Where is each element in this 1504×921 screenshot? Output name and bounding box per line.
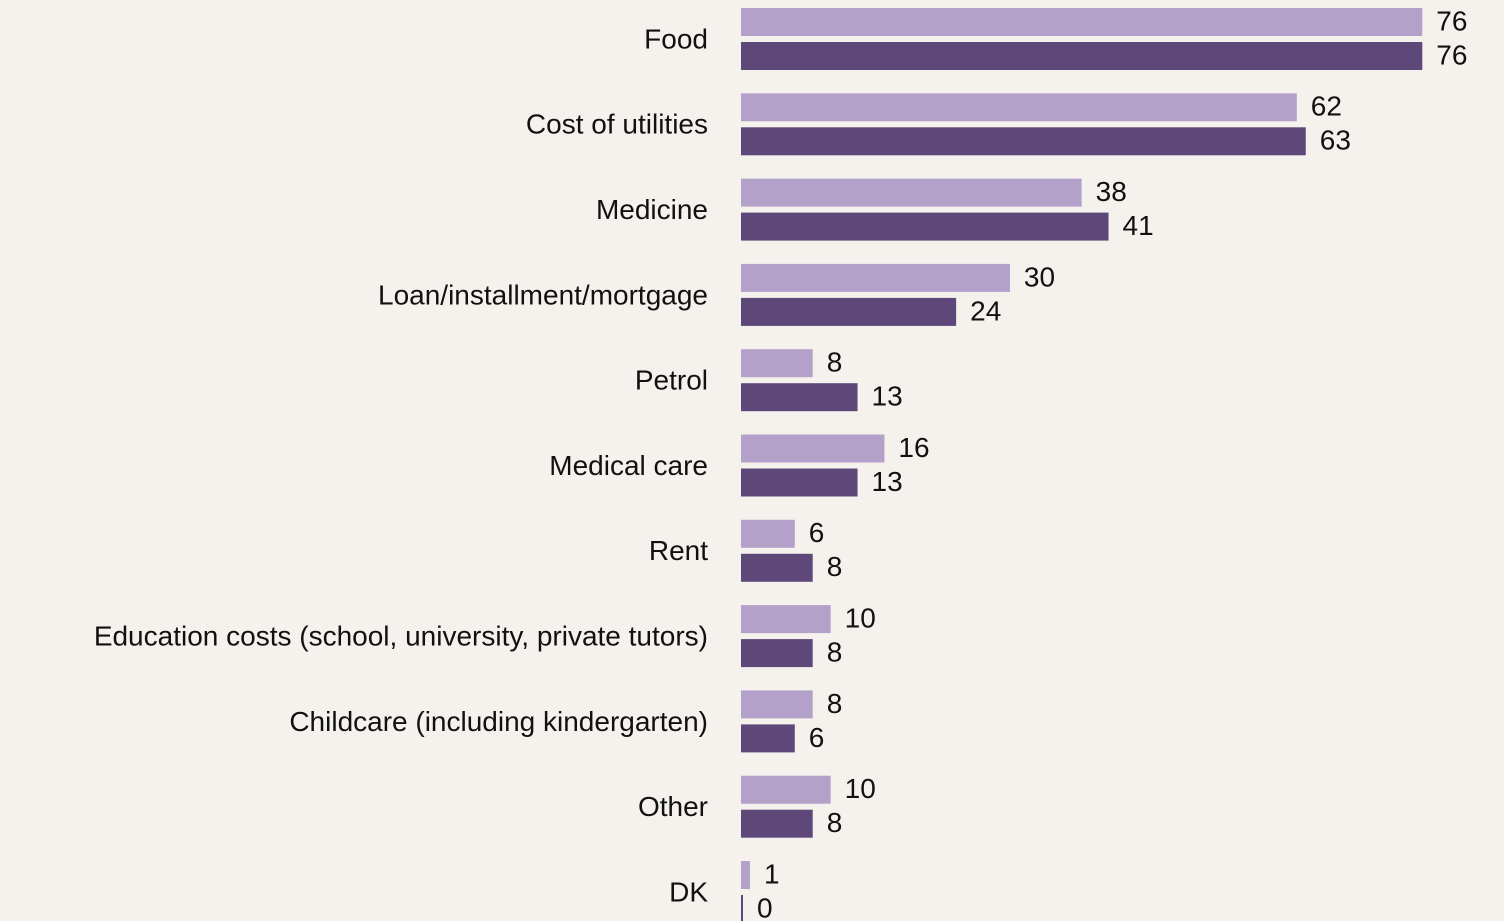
bar (741, 263, 1010, 292)
bar (741, 809, 813, 838)
bar (741, 553, 813, 582)
bar (741, 212, 1109, 241)
value-label: 30 (1024, 261, 1055, 292)
bar (741, 468, 858, 497)
bar (741, 127, 1306, 156)
bar (741, 724, 795, 753)
value-label: 13 (872, 381, 903, 412)
value-label: 8 (827, 347, 843, 378)
value-label: 10 (845, 773, 876, 804)
bar (741, 519, 795, 548)
bar (741, 297, 957, 326)
category-label: Food (644, 23, 708, 54)
bar (741, 895, 743, 921)
value-label: 63 (1320, 125, 1351, 156)
value-label: 13 (872, 466, 903, 497)
category-label: Other (638, 791, 708, 822)
bar (741, 434, 885, 463)
value-label: 6 (809, 722, 825, 753)
category-label: Childcare (including kindergarten) (289, 706, 708, 737)
category-label: Loan/installment/mortgage (378, 279, 708, 310)
category-label: Medicine (596, 194, 708, 225)
value-label: 1 (764, 858, 780, 889)
value-label: 76 (1436, 39, 1467, 70)
value-label: 8 (827, 807, 843, 838)
bar (741, 775, 831, 804)
bar (741, 639, 813, 668)
value-label: 6 (809, 517, 825, 548)
bar (741, 349, 813, 378)
value-label: 8 (827, 551, 843, 582)
value-label: 10 (845, 602, 876, 633)
value-label: 0 (757, 892, 773, 921)
category-label: Education costs (school, university, pri… (94, 620, 708, 651)
category-label: Rent (649, 535, 708, 566)
bar (741, 42, 1423, 70)
value-label: 41 (1123, 210, 1154, 241)
category-label: Medical care (549, 450, 708, 481)
category-label: Cost of utilities (526, 109, 708, 140)
value-label: 38 (1096, 176, 1127, 207)
bar (741, 8, 1423, 36)
value-label: 24 (970, 295, 1001, 326)
bar (741, 93, 1297, 122)
bar (741, 383, 858, 412)
category-label: DK (669, 876, 708, 907)
bar (741, 178, 1082, 207)
value-label: 62 (1311, 91, 1342, 122)
value-label: 8 (827, 636, 843, 667)
bar (741, 861, 750, 889)
value-label: 16 (898, 432, 929, 463)
category-label: Petrol (635, 365, 708, 396)
value-label: 76 (1436, 5, 1467, 36)
bar (741, 605, 831, 634)
bar (741, 690, 813, 719)
value-label: 8 (827, 688, 843, 719)
